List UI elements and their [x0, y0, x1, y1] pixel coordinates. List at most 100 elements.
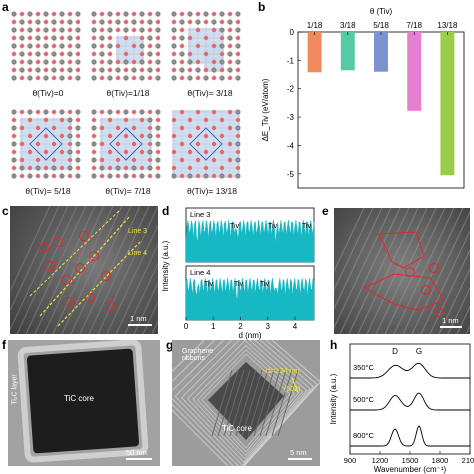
band-label-d: D	[392, 347, 398, 356]
c-atom	[75, 51, 81, 57]
c-atom	[115, 59, 121, 65]
c-atom	[67, 157, 73, 163]
ti-atom	[43, 27, 49, 33]
lattice-fringe	[447, 286, 470, 334]
c-atom	[51, 141, 57, 147]
vacancy-cluster-outline	[377, 231, 425, 269]
ti-atom	[91, 109, 97, 115]
boundary-outline	[109, 127, 143, 161]
c-atom	[203, 19, 209, 25]
peak-label-d: Tiv	[260, 281, 270, 288]
lattice-fringe	[277, 369, 299, 437]
vacancy-marker	[429, 263, 439, 273]
lattice-model-3	[171, 11, 241, 81]
c-atom	[211, 141, 217, 147]
ti-atom	[179, 51, 185, 57]
lattice-fringe	[334, 208, 374, 292]
ti-atom	[51, 35, 57, 41]
c-atom	[27, 19, 33, 25]
ti-atom	[171, 11, 177, 17]
ti-atom	[147, 149, 153, 155]
lattice-fringe	[124, 262, 158, 334]
spectrum-1	[350, 362, 470, 379]
ti-atom	[187, 59, 193, 65]
ti-atom	[19, 67, 25, 73]
ti-atom	[179, 19, 185, 25]
series-label-h-1: 350°C	[353, 363, 375, 372]
c-atom	[203, 149, 209, 155]
c-atom	[139, 149, 145, 155]
ti-atom	[155, 43, 161, 49]
ti-atom	[107, 59, 113, 65]
y-tick-label-b: -1	[287, 56, 295, 65]
c-atom	[67, 75, 73, 81]
lattice-fringe	[357, 208, 419, 334]
y-tick-label-b: -3	[287, 113, 295, 122]
c-atom	[11, 117, 17, 123]
c-atom	[227, 157, 233, 163]
c-atom	[179, 27, 185, 33]
ti-atom	[155, 11, 161, 17]
ti-atom	[227, 51, 233, 57]
c-atom	[147, 141, 153, 147]
c-atom	[235, 67, 241, 73]
lattice-fringe	[52, 206, 114, 334]
vacancy-marker	[101, 271, 111, 281]
ti-atom	[235, 109, 241, 115]
c-atom	[195, 157, 201, 163]
c-atom	[59, 51, 65, 57]
series-label-h-2: 500°C	[353, 395, 375, 404]
vacancy-marker	[421, 285, 431, 295]
ti-atom	[155, 125, 161, 131]
c-atom	[107, 51, 113, 57]
c-atom	[227, 125, 233, 131]
bar-1-18	[307, 32, 322, 73]
c-atom	[27, 35, 33, 41]
c-atom	[99, 27, 105, 33]
c-atom	[203, 165, 209, 171]
caption-a6: θ(Tiv)= 13/18	[187, 186, 237, 196]
ti-atom	[67, 51, 73, 57]
c-atom	[219, 149, 225, 155]
ti-atom	[59, 43, 65, 49]
c-atom	[75, 133, 81, 139]
ti-atom	[43, 109, 49, 115]
x-tick-label-d: 3	[265, 322, 270, 331]
ti-atom	[35, 165, 41, 171]
ti-atom	[107, 109, 113, 115]
c-atom	[219, 67, 225, 73]
lattice-fringe	[10, 206, 51, 293]
category-label-b: 13/18	[437, 21, 458, 30]
ti-atom	[155, 27, 161, 33]
c-atom	[211, 125, 217, 131]
c-atom	[195, 27, 201, 33]
lattice-fringe	[393, 208, 455, 334]
line4-label: Line 4	[128, 250, 148, 257]
c-atom	[227, 141, 233, 147]
lattice-fringe	[10, 206, 60, 312]
lattice-fringe	[271, 369, 293, 437]
ti-atom	[171, 27, 177, 33]
c-atom	[51, 59, 57, 65]
lattice-fringe	[142, 300, 158, 334]
c-atom	[19, 75, 25, 81]
ti-atom	[99, 51, 105, 57]
y-axis-label-h: Intensity (a.u.)	[329, 373, 338, 424]
c-atom	[107, 117, 113, 123]
lattice-fringe	[88, 206, 150, 334]
panel-label-g: g	[166, 338, 174, 352]
ti-atom	[59, 59, 65, 65]
c-atom	[43, 67, 49, 73]
c-atom	[59, 165, 65, 171]
c-atom	[139, 19, 145, 25]
c-atom	[123, 19, 129, 25]
c-atom	[147, 75, 153, 81]
c-atom	[91, 19, 97, 25]
lattice-fringe	[106, 223, 158, 334]
c-atom	[43, 165, 49, 171]
ti-atom	[147, 117, 153, 123]
vacancy-marker	[105, 301, 115, 311]
peak-label-d: Tiv	[268, 223, 278, 230]
c-atom	[27, 165, 33, 171]
lattice-fringe	[217, 369, 239, 437]
